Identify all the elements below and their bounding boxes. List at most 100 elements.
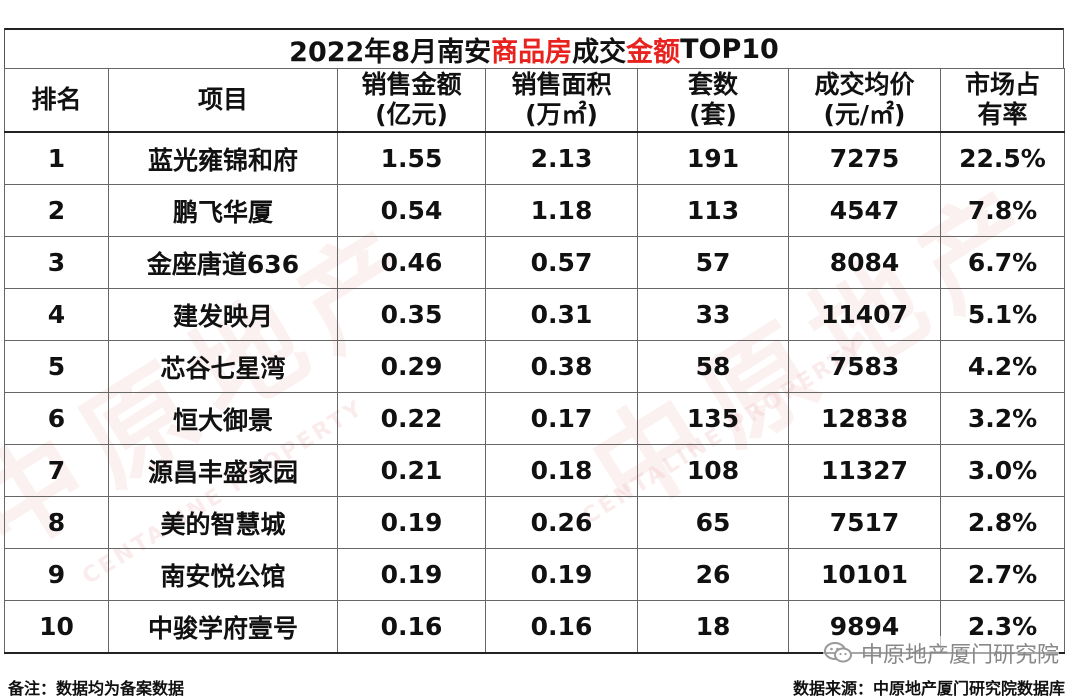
- table-row: 5 芯谷七星湾 0.29 0.38 58 7583 4.2%: [4, 340, 1065, 393]
- cell-amount: 0.29: [337, 340, 486, 393]
- cell-share: 6.7%: [940, 236, 1065, 289]
- header-share-line2: 有率: [977, 100, 1028, 129]
- cell-units: 26: [637, 548, 789, 601]
- cell-units: 113: [637, 184, 789, 237]
- cell-project: 金座唐道636: [108, 236, 338, 289]
- header-amount: 销售金额 (亿元): [337, 68, 486, 133]
- header-units: 套数 (套): [637, 68, 789, 133]
- cell-price: 11407: [788, 288, 941, 341]
- cell-price: 8084: [788, 236, 941, 289]
- table-frame: 2022年8月南安 商品房 成交 金额 TOP10 排名 项目 销售金额 (亿元) 销售面…: [4, 28, 1065, 668]
- cell-price: 11327: [788, 444, 941, 497]
- header-project: 项目: [108, 68, 338, 133]
- cell-rank: 4: [4, 288, 109, 341]
- cell-rank: 5: [4, 340, 109, 393]
- cell-units: 191: [637, 131, 789, 185]
- title-part-5: TOP10: [680, 33, 779, 65]
- cell-rank: 9: [4, 548, 109, 601]
- cell-area: 0.31: [485, 288, 638, 341]
- cell-units: 18: [637, 600, 789, 654]
- cell-share: 3.2%: [940, 392, 1065, 445]
- cell-area: 0.18: [485, 444, 638, 497]
- cell-units: 58: [637, 340, 789, 393]
- cell-amount: 0.54: [337, 184, 486, 237]
- cell-project: 芯谷七星湾: [108, 340, 338, 393]
- header-area-line2: (万㎡): [525, 100, 598, 129]
- cell-area: 1.18: [485, 184, 638, 237]
- cell-share: 2.8%: [940, 496, 1065, 549]
- cell-price: 7583: [788, 340, 941, 393]
- cell-share: 5.1%: [940, 288, 1065, 341]
- cell-project: 建发映月: [108, 288, 338, 341]
- cell-price: 7275: [788, 131, 941, 185]
- header-area: 销售面积 (万㎡): [485, 68, 638, 133]
- cell-units: 33: [637, 288, 789, 341]
- cell-project: 鹏飞华厦: [108, 184, 338, 237]
- title-part-4-highlight: 金额: [626, 36, 681, 68]
- header-price: 成交均价 (元/㎡): [788, 68, 941, 133]
- header-share-line1: 市场占: [964, 70, 1040, 99]
- table-row: 8 美的智慧城 0.19 0.26 65 7517 2.8%: [4, 496, 1065, 549]
- ranking-table: 排名 项目 销售金额 (亿元) 销售面积 (万㎡) 套数 (套) 成交均价 (元/㎡) …: [4, 68, 1065, 654]
- cell-units: 135: [637, 392, 789, 445]
- footer-note: 备注：数据均为备案数据: [8, 679, 185, 698]
- cell-project: 美的智慧城: [108, 496, 338, 549]
- cell-share: 22.5%: [940, 131, 1065, 185]
- table-row: 7 源昌丰盛家园 0.21 0.18 108 11327 3.0%: [4, 444, 1065, 497]
- cell-area: 0.57: [485, 236, 638, 289]
- cell-project: 恒大御景: [108, 392, 338, 445]
- cell-share: 3.0%: [940, 444, 1065, 497]
- cell-price: 10101: [788, 548, 941, 601]
- header-units-line2: (套): [689, 100, 737, 129]
- table-row: 2 鹏飞华厦 0.54 1.18 113 4547 7.8%: [4, 184, 1065, 237]
- cell-rank: 2: [4, 184, 109, 237]
- header-row: 排名 项目 销售金额 (亿元) 销售面积 (万㎡) 套数 (套) 成交均价 (元/㎡) …: [4, 68, 1065, 133]
- footer-source: 数据来源：中原地产厦门研究院数据库: [792, 679, 1065, 698]
- table-title: 2022年8月南安 商品房 成交 金额 TOP10: [4, 28, 1064, 68]
- table-row: 4 建发映月 0.35 0.31 33 11407 5.1%: [4, 288, 1065, 341]
- cell-area: 0.19: [485, 548, 638, 601]
- title-part-2-highlight: 商品房: [491, 36, 573, 68]
- wechat-icon: [823, 640, 853, 666]
- cell-project: 南安悦公馆: [108, 548, 338, 601]
- cell-rank: 6: [4, 392, 109, 445]
- cell-amount: 0.19: [337, 496, 486, 549]
- header-share: 市场占 有率: [940, 68, 1065, 133]
- header-rank: 排名: [4, 68, 109, 133]
- cell-share: 4.2%: [940, 340, 1065, 393]
- cell-price: 12838: [788, 392, 941, 445]
- cell-price: 7517: [788, 496, 941, 549]
- wechat-account-name: 中原地产厦门研究院: [860, 643, 1059, 668]
- cell-area: 0.38: [485, 340, 638, 393]
- header-amount-line1: 销售金额: [361, 70, 462, 99]
- header-units-line1: 套数: [687, 70, 738, 99]
- cell-amount: 0.35: [337, 288, 486, 341]
- cell-units: 108: [637, 444, 789, 497]
- cell-project: 蓝光雍锦和府: [108, 131, 338, 185]
- cell-rank: 8: [4, 496, 109, 549]
- cell-rank: 10: [4, 600, 109, 654]
- table-row: 1 蓝光雍锦和府 1.55 2.13 191 7275 22.5%: [4, 131, 1065, 185]
- cell-share: 2.7%: [940, 548, 1065, 601]
- cell-amount: 0.16: [337, 600, 486, 654]
- cell-area: 0.16: [485, 600, 638, 654]
- header-area-line1: 销售面积: [511, 70, 612, 99]
- cell-project: 源昌丰盛家园: [108, 444, 338, 497]
- cell-rank: 1: [4, 131, 109, 185]
- cell-rank: 7: [4, 444, 109, 497]
- table-row: 3 金座唐道636 0.46 0.57 57 8084 6.7%: [4, 236, 1065, 289]
- cell-rank: 3: [4, 236, 109, 289]
- header-amount-line2: (亿元): [375, 100, 448, 129]
- cell-share: 7.8%: [940, 184, 1065, 237]
- cell-area: 0.26: [485, 496, 638, 549]
- cell-area: 2.13: [485, 131, 638, 185]
- title-part-1: 2022年8月南安: [289, 36, 492, 68]
- table-row: 10 中骏学府壹号 0.16 0.16 18 9894 2.3%: [4, 600, 1065, 654]
- table-row: 9 南安悦公馆 0.19 0.19 26 10101 2.7%: [4, 548, 1065, 601]
- cell-units: 65: [637, 496, 789, 549]
- title-part-3: 成交: [572, 36, 627, 68]
- header-price-line1: 成交均价: [814, 70, 915, 99]
- wechat-account-tag: 中原地产厦门研究院: [822, 636, 1059, 670]
- cell-price: 4547: [788, 184, 941, 237]
- cell-units: 57: [637, 236, 789, 289]
